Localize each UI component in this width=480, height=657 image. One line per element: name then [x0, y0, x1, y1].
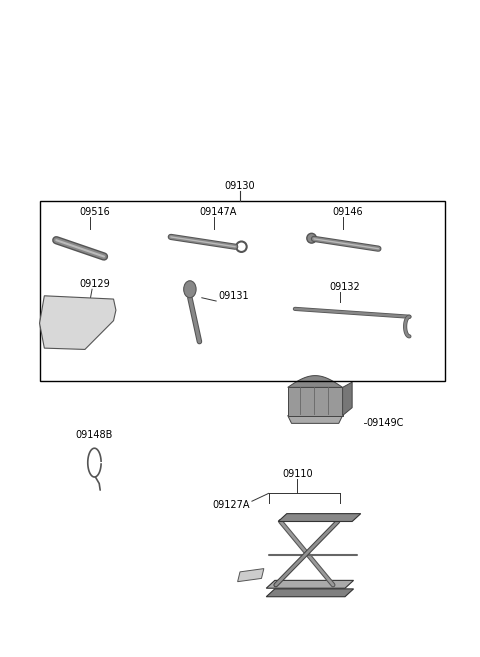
Text: 09516: 09516	[79, 207, 110, 217]
Ellipse shape	[307, 233, 316, 243]
Text: 09110: 09110	[282, 469, 312, 479]
Text: 09147A: 09147A	[200, 207, 237, 217]
Text: 09148B: 09148B	[76, 430, 113, 440]
Circle shape	[184, 281, 196, 298]
Polygon shape	[266, 580, 354, 588]
Polygon shape	[39, 296, 116, 350]
Polygon shape	[288, 388, 343, 415]
Text: 09146: 09146	[332, 207, 363, 217]
Text: 09149C: 09149C	[366, 419, 404, 428]
Polygon shape	[288, 415, 343, 423]
FancyBboxPatch shape	[51, 298, 73, 311]
Polygon shape	[266, 589, 354, 597]
Text: 09132: 09132	[330, 282, 360, 292]
Text: 09129: 09129	[79, 279, 110, 289]
Polygon shape	[278, 514, 361, 522]
Text: 09131: 09131	[218, 291, 249, 301]
Polygon shape	[343, 382, 352, 415]
Text: 09127A: 09127A	[212, 500, 250, 510]
Bar	[39, 201, 445, 381]
Polygon shape	[238, 568, 264, 581]
Text: 09130: 09130	[225, 181, 255, 191]
Polygon shape	[288, 376, 343, 388]
